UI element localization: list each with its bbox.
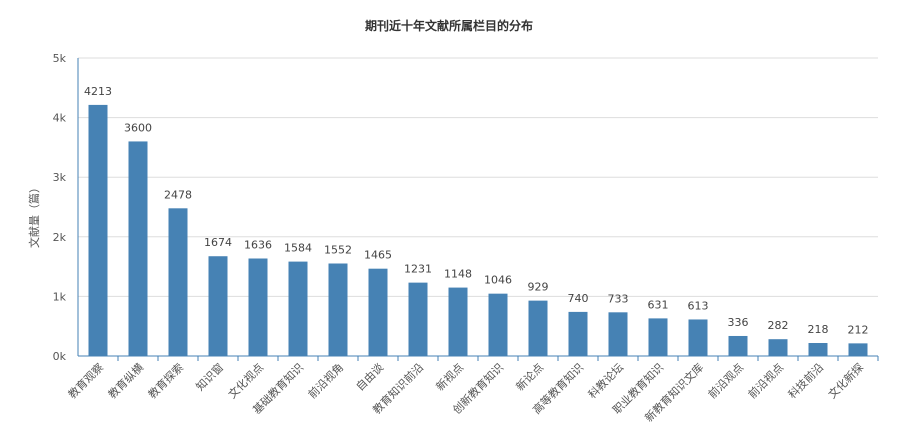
bar <box>728 335 748 356</box>
x-tick-label: 教育纵横 <box>105 360 146 401</box>
data-labels: 4213 3600 2478 1674 1636 1584 1552 1465 1231 1148… <box>84 85 869 336</box>
data-label: 1552 <box>324 244 352 257</box>
data-label: 212 <box>848 323 869 336</box>
bar <box>408 282 428 356</box>
data-label: 740 <box>568 292 589 305</box>
bar <box>688 319 708 356</box>
x-tick-label: 新视点 <box>433 360 466 393</box>
bar <box>448 287 468 356</box>
data-label: 4213 <box>84 85 112 98</box>
y-axis-label: 文献量（篇） <box>27 182 41 248</box>
x-tick-label: 知识窗 <box>193 360 226 393</box>
bar <box>808 343 828 356</box>
data-label: 336 <box>728 316 749 329</box>
x-tick-label: 新论点 <box>513 360 546 393</box>
bar <box>488 293 508 356</box>
data-label: 929 <box>528 281 549 294</box>
x-tick-label: 教育观察 <box>65 360 106 401</box>
x-tick-label: 前沿观点 <box>705 360 746 401</box>
x-tick-label: 前沿视点 <box>745 360 786 401</box>
bars <box>88 104 868 356</box>
grid-lines <box>78 57 878 297</box>
x-tick-label: 前沿视角 <box>305 360 346 401</box>
bar <box>208 256 228 356</box>
bar <box>608 312 628 356</box>
bar <box>288 261 308 356</box>
bar <box>328 263 348 356</box>
chart-title: 期刊近十年文献所属栏目的分布 <box>365 18 533 33</box>
y-tick-label: 1k <box>53 290 67 303</box>
data-label: 2478 <box>164 188 192 201</box>
y-tick-label: 5k <box>53 52 67 65</box>
bar <box>648 318 668 356</box>
bar <box>88 104 108 356</box>
bar <box>528 300 548 356</box>
data-label: 631 <box>648 298 669 311</box>
y-axis-ticks: 0k 1k 2k 3k 4k 5k <box>53 52 67 363</box>
bar <box>768 339 788 356</box>
x-tick-label: 教育探索 <box>145 360 186 401</box>
data-label: 1231 <box>404 263 432 276</box>
data-label: 3600 <box>124 121 152 134</box>
bar <box>248 258 268 356</box>
data-label: 1636 <box>244 238 272 251</box>
y-tick-label: 3k <box>53 171 67 184</box>
bar <box>368 268 388 356</box>
x-tick-label: 科教论坛 <box>585 360 626 401</box>
data-label: 1465 <box>364 249 392 262</box>
y-tick-label: 4k <box>53 112 67 125</box>
data-label: 613 <box>688 299 709 312</box>
data-label: 218 <box>808 323 829 336</box>
bar <box>848 343 868 356</box>
bar <box>128 141 148 356</box>
data-label: 1148 <box>444 268 472 281</box>
data-label: 1674 <box>204 236 232 249</box>
data-label: 282 <box>768 319 789 332</box>
y-tick-label: 2k <box>53 231 67 244</box>
data-label: 733 <box>608 292 629 305</box>
bar <box>568 311 588 356</box>
x-tick-label: 科技前沿 <box>785 360 826 401</box>
data-label: 1046 <box>484 274 512 287</box>
bar <box>168 208 188 356</box>
x-tick-label: 自由谈 <box>353 360 386 393</box>
data-label: 1584 <box>284 242 312 255</box>
x-tick-label: 文化视点 <box>225 360 266 401</box>
x-tick-label: 文化新探 <box>825 360 866 401</box>
y-tick-label: 0k <box>53 350 67 363</box>
